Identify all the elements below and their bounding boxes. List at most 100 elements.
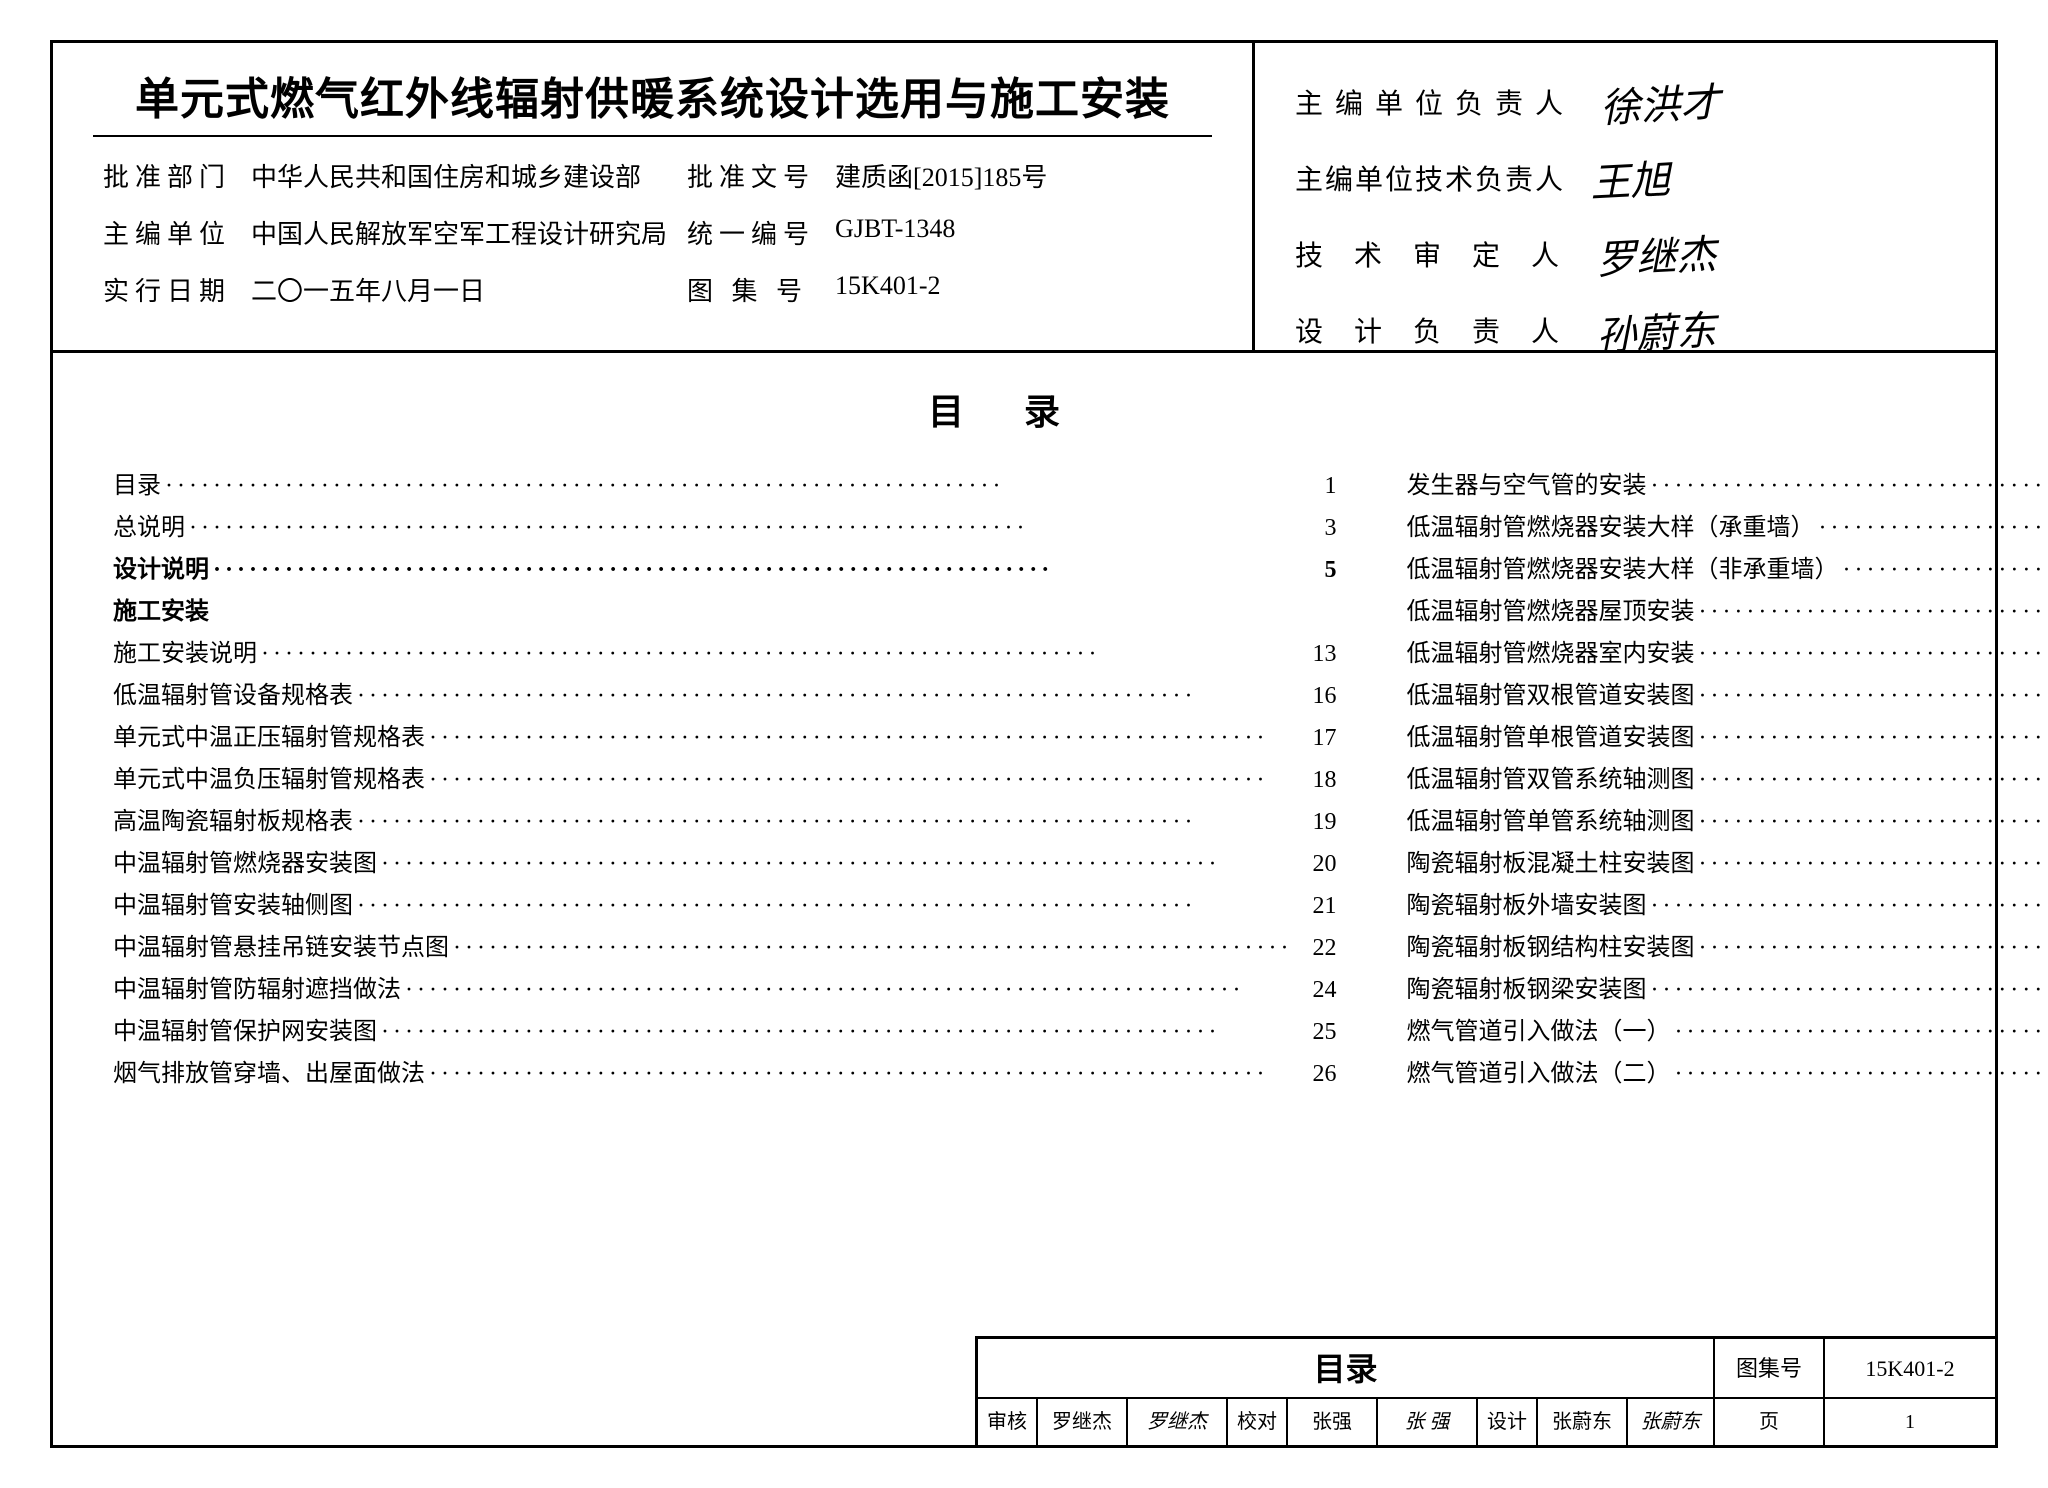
toc-row: 施工安装 <box>113 591 1336 633</box>
signer-row: 技 术 审 定 人罗继杰 <box>1295 225 1965 283</box>
tb-atlas-label: 图集号 <box>1715 1339 1825 1397</box>
effect-date-label: 实行日期 <box>103 271 231 308</box>
toc-dots: ········································… <box>377 1011 1296 1053</box>
toc-dots: ········································… <box>1694 675 2048 717</box>
toc-item-title: 中温辐射管保护网安装图 <box>113 1011 377 1053</box>
toc-row: 低温辐射管双管系统轴测图····························… <box>1406 759 2048 801</box>
info-grid: 批准部门 中华人民共和国住房和城乡建设部 批准文号 建质函[2015]185号 … <box>83 157 1222 308</box>
toc-dots: ········································… <box>425 759 1296 801</box>
toc-item-title: 中温辐射管防辐射遮挡做法 <box>113 969 401 1011</box>
tb-设计-name: 张蔚东 <box>1538 1399 1628 1445</box>
toc-dots: ········································… <box>1838 549 2048 591</box>
toc-item-page: 13 <box>1296 633 1336 675</box>
toc-item-title: 总说明 <box>113 507 185 549</box>
toc-dots: ········································… <box>1694 591 2048 633</box>
toc-item-page: 5 <box>1296 549 1336 591</box>
toc-item-title: 施工安装说明 <box>113 633 257 675</box>
atlas-no-label: 图 集 号 <box>687 271 815 308</box>
signer-row: 主编单位技术负责人王旭 <box>1295 149 1965 207</box>
approve-no: 建质函[2015]185号 <box>835 157 1202 194</box>
toc-item-page: 21 <box>1296 885 1336 927</box>
toc-item-title: 施工安装 <box>113 591 209 633</box>
signer-label: 主编单位负责人 <box>1295 82 1575 122</box>
header-left: 单元式燃气红外线辐射供暖系统设计选用与施工安装 批准部门 中华人民共和国住房和城… <box>53 43 1255 350</box>
editor-unit-label: 主编单位 <box>103 214 231 251</box>
toc-dots: ········································… <box>1694 801 2048 843</box>
toc-row: 低温辐射管燃烧器屋顶安装····························… <box>1406 591 2048 633</box>
toc-item-title: 设计说明 <box>113 549 209 591</box>
toc-item-title: 燃气管道引入做法（二） <box>1406 1053 1670 1095</box>
toc-dots: ········································… <box>353 885 1296 927</box>
toc-row: 设计说明····································… <box>113 549 1336 591</box>
tb-设计-label: 设计 <box>1478 1399 1538 1445</box>
approve-dept: 中华人民共和国住房和城乡建设部 <box>251 157 667 194</box>
toc-item-title: 低温辐射管单根管道安装图 <box>1406 717 1694 759</box>
toc-row: 中温辐射管安装轴侧图······························… <box>113 885 1336 927</box>
tb-校对-label: 校对 <box>1228 1399 1288 1445</box>
toc-item-title: 陶瓷辐射板钢结构柱安装图 <box>1406 927 1694 969</box>
toc-col-left: 目录······································… <box>113 465 1336 1095</box>
tb-title: 目录 <box>978 1339 1715 1397</box>
tb-设计-sig: 张蔚东 <box>1628 1399 1715 1445</box>
toc-item-title: 低温辐射管燃烧器安装大样（非承重墙） <box>1406 549 1838 591</box>
toc-item-title: 低温辐射管双根管道安装图 <box>1406 675 1694 717</box>
signer-label: 设 计 负 责 人 <box>1295 310 1571 350</box>
toc-row: 低温辐射管燃烧器室内安装····························… <box>1406 633 2048 675</box>
unified-no: GJBT-1348 <box>835 214 1202 251</box>
toc-item-title: 发生器与空气管的安装 <box>1406 465 1646 507</box>
toc-item-title: 低温辐射管单管系统轴测图 <box>1406 801 1694 843</box>
approve-dept-label: 批准部门 <box>103 157 231 194</box>
toc-dots: ········································… <box>425 1053 1296 1095</box>
tb-審核-sig: 罗继杰 <box>1128 1399 1228 1445</box>
toc-dots: ········································… <box>353 801 1296 843</box>
toc-dots: ········································… <box>161 465 1296 507</box>
signer-row: 设 计 负 责 人孙蔚东 <box>1295 301 1965 359</box>
signature-mark: 徐洪才 <box>1599 70 1722 134</box>
toc-row: 低温辐射管双根管道安装图····························… <box>1406 675 2048 717</box>
toc-dots: ········································… <box>1646 969 2048 1011</box>
toc-dots: ········································… <box>209 549 1296 591</box>
title-block-row2: 审核 罗继杰 罗继杰 校对 张强 张 强 设计 张蔚东 张蔚东 页 1 <box>978 1399 1995 1445</box>
tb-審核-name: 罗继杰 <box>1038 1399 1128 1445</box>
toc-item-title: 陶瓷辐射板钢梁安装图 <box>1406 969 1646 1011</box>
toc-dots: ········································… <box>1814 507 2048 549</box>
toc-dots: ········································… <box>1694 927 2048 969</box>
toc-item-title: 目录 <box>113 465 161 507</box>
toc-row: 燃气管道引入做法（一）·····························… <box>1406 1011 2048 1053</box>
title-block-row1: 目录 图集号 15K401-2 <box>978 1339 1995 1399</box>
toc-item-title: 中温辐射管安装轴侧图 <box>113 885 353 927</box>
toc-row: 发生器与空气管的安装······························… <box>1406 465 2048 507</box>
toc-row: 燃气管道引入做法（二）·····························… <box>1406 1053 2048 1095</box>
toc-dots: ········································… <box>1694 717 2048 759</box>
toc-row: 高温陶瓷辐射板规格表······························… <box>113 801 1336 843</box>
editor-unit: 中国人民解放军空军工程设计研究局 <box>251 214 667 251</box>
toc-row: 单元式中温正压辐射管规格表···························… <box>113 717 1336 759</box>
toc-item-page: 25 <box>1296 1011 1336 1053</box>
toc-item-page: 26 <box>1296 1053 1336 1095</box>
toc-item-title: 单元式中温正压辐射管规格表 <box>113 717 425 759</box>
toc-row: 单元式中温负压辐射管规格表···························… <box>113 759 1336 801</box>
toc-row: 陶瓷辐射板钢梁安装图······························… <box>1406 969 2048 1011</box>
toc-item-page: 18 <box>1296 759 1336 801</box>
atlas-no: 15K401-2 <box>835 271 1202 308</box>
toc-row: 陶瓷辐射板外墙安装图······························… <box>1406 885 2048 927</box>
signers-block: 主编单位负责人徐洪才主编单位技术负责人王旭技 术 审 定 人罗继杰设 计 负 责… <box>1255 43 1995 350</box>
toc-dots: ········································… <box>1646 885 2048 927</box>
signer-label: 技 术 审 定 人 <box>1295 234 1571 274</box>
toc-dots: ········································… <box>401 969 1296 1011</box>
drawing-sheet: 单元式燃气红外线辐射供暖系统设计选用与施工安装 批准部门 中华人民共和国住房和城… <box>50 40 1998 1448</box>
tb-atlas-no: 15K401-2 <box>1825 1339 1995 1397</box>
title-block: 目录 图集号 15K401-2 审核 罗继杰 罗继杰 校对 张强 张 强 设计 … <box>975 1336 1995 1445</box>
toc-row: 施工安装说明··································… <box>113 633 1336 675</box>
toc-row: 低温辐射管设备规格表······························… <box>113 675 1336 717</box>
toc-columns: 目录······································… <box>113 465 1935 1095</box>
tb-page-label: 页 <box>1715 1399 1825 1445</box>
toc-row: 低温辐射管单根管道安装图····························… <box>1406 717 2048 759</box>
toc-item-page: 16 <box>1296 675 1336 717</box>
toc-item-title: 陶瓷辐射板混凝土柱安装图 <box>1406 843 1694 885</box>
toc-item-title: 烟气排放管穿墙、出屋面做法 <box>113 1053 425 1095</box>
toc-item-title: 单元式中温负压辐射管规格表 <box>113 759 425 801</box>
toc-row: 低温辐射管单管系统轴测图····························… <box>1406 801 2048 843</box>
tb-校对-sig: 张 强 <box>1378 1399 1478 1445</box>
signature-mark: 王旭 <box>1589 147 1672 209</box>
